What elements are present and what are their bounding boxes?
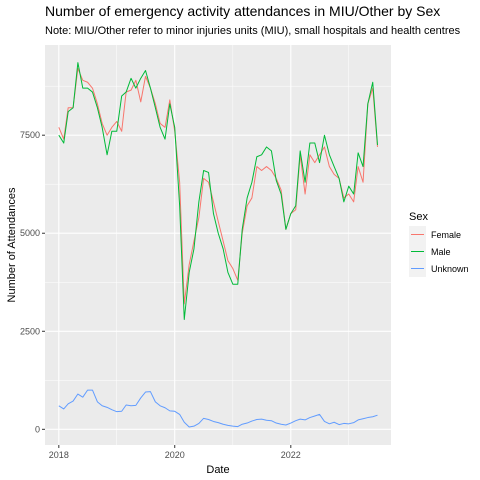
plot-panel [45, 45, 391, 445]
x-axis: 2018 2020 2022 [49, 445, 301, 460]
legend: Sex Female Male Unknown [409, 211, 469, 277]
y-tick-label: 0 [35, 424, 40, 434]
x-tick-label: 2022 [281, 450, 301, 460]
chart-subtitle: Note: MIU/Other refer to minor injuries … [45, 25, 461, 37]
series-lines [58, 62, 378, 428]
legend-label-unknown: Unknown [431, 264, 469, 274]
series-line-female [58, 68, 378, 305]
grid-minor [45, 45, 391, 445]
y-tick-label: 2500 [20, 326, 40, 336]
y-axis: 0 2500 5000 7500 [20, 130, 45, 434]
y-tick-label: 7500 [20, 130, 40, 140]
series-line-male [58, 62, 378, 321]
x-tick-label: 2020 [165, 450, 185, 460]
legend-label-male: Male [431, 247, 451, 257]
legend-title: Sex [409, 211, 428, 223]
y-tick-label: 5000 [20, 228, 40, 238]
legend-label-female: Female [431, 230, 461, 240]
x-axis-title: Date [206, 464, 229, 476]
x-tick-label: 2018 [49, 450, 69, 460]
y-axis-title: Number of Attendances [6, 187, 18, 302]
chart-title: Number of emergency activity attendances… [45, 3, 440, 19]
series-line-unknown [58, 389, 378, 428]
